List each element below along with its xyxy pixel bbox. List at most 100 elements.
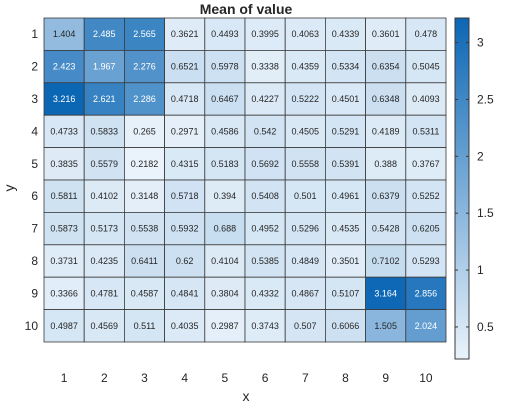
heatmap-cell xyxy=(124,82,166,116)
cell-value-label: 0.3601 xyxy=(372,29,400,39)
cell-value-label: 0.3338 xyxy=(251,62,279,72)
x-axis-label: x xyxy=(243,388,250,404)
cell-value-label: 0.5222 xyxy=(292,94,320,104)
heatmap-cell xyxy=(284,147,326,181)
cell-value-label: 0.5385 xyxy=(251,256,279,266)
cell-value-label: 0.4781 xyxy=(91,288,119,298)
cell-value-label: 0.4035 xyxy=(171,321,199,331)
heatmap-cell xyxy=(405,244,447,278)
heatmap-cell xyxy=(324,309,366,343)
cell-value-label: 0.688 xyxy=(214,224,237,234)
cell-value-label: 0.6411 xyxy=(131,256,158,266)
x-tick-label: 1 xyxy=(61,371,68,385)
x-tick-label: 5 xyxy=(222,371,229,385)
cell-value-label: 0.4493 xyxy=(211,29,239,39)
cell-value-label: 0.5978 xyxy=(211,62,239,72)
heatmap-cell xyxy=(324,17,366,51)
cell-value-label: 2.276 xyxy=(133,62,156,72)
heatmap-cell xyxy=(284,276,326,311)
heatmap-cell xyxy=(365,147,407,181)
heatmap-cell xyxy=(244,114,286,148)
cell-value-label: 3.216 xyxy=(53,94,76,104)
heatmap-cell xyxy=(204,244,246,278)
cell-value-label: 0.3804 xyxy=(211,288,239,298)
cell-value-label: 0.511 xyxy=(134,321,156,331)
heatmap-cell xyxy=(43,179,85,213)
colorbar-tick-label: 2.5 xyxy=(477,92,494,106)
heatmap-cell xyxy=(43,276,85,311)
cell-value-label: 0.5291 xyxy=(332,126,360,136)
cell-value-label: 0.4501 xyxy=(332,94,360,104)
cell-value-label: 0.4849 xyxy=(292,256,320,266)
cell-value-label: 0.5293 xyxy=(412,256,440,266)
colorbar xyxy=(454,17,470,360)
heatmap-cell xyxy=(204,276,246,311)
cell-value-label: 0.4104 xyxy=(211,256,239,266)
cell-value-label: 0.5334 xyxy=(332,62,360,72)
y-tick-label: 1 xyxy=(31,27,38,41)
cell-value-label: 0.5045 xyxy=(412,62,440,72)
cell-value-label: 0.4339 xyxy=(332,29,360,39)
heatmap-cell xyxy=(83,17,125,51)
cell-value-label: 0.4718 xyxy=(171,94,199,104)
heatmap-cell xyxy=(365,211,407,246)
cell-value-label: 0.501 xyxy=(294,191,317,201)
x-tick-label: 6 xyxy=(262,371,269,385)
cell-value-label: 0.6467 xyxy=(211,94,239,104)
cell-value-label: 0.3835 xyxy=(50,159,78,169)
heatmap-cell xyxy=(284,211,326,246)
heatmap-cell xyxy=(284,309,326,343)
cell-value-label: 0.62 xyxy=(176,256,194,266)
cell-value-label: 0.3366 xyxy=(50,288,78,298)
cell-value-label: 1.404 xyxy=(53,29,76,39)
x-tick-label: 8 xyxy=(342,371,349,385)
y-axis-label: y xyxy=(1,185,17,192)
cell-value-label: 0.5932 xyxy=(171,224,199,234)
heatmap-cells: 1.404 2.485 2.565 0.3621 0.4493 0.3995 0.4063 0… xyxy=(43,17,447,343)
heatmap-cell xyxy=(164,179,206,213)
cell-value-label: 0.3995 xyxy=(251,29,279,39)
heatmap-cell xyxy=(244,50,286,84)
y-tick-label: 5 xyxy=(31,157,38,171)
y-tick-label: 7 xyxy=(31,222,38,236)
cell-value-label: 0.4841 xyxy=(171,288,199,298)
cell-value-label: 0.2971 xyxy=(171,126,199,136)
cell-value-label: 0.6379 xyxy=(372,191,400,201)
x-tick-label: 7 xyxy=(302,371,309,385)
heatmap-cell xyxy=(83,309,125,343)
cell-value-label: 0.5833 xyxy=(91,126,119,136)
colorbar-tick-label: 1.5 xyxy=(477,206,494,220)
y-tick-label: 4 xyxy=(31,124,38,138)
cell-value-label: 0.2987 xyxy=(211,321,239,331)
heatmap-cell xyxy=(405,211,447,246)
heatmap-cell xyxy=(324,276,366,311)
cell-value-label: 0.7102 xyxy=(372,256,400,266)
heatmap-cell xyxy=(405,147,447,181)
cell-value-label: 0.394 xyxy=(214,191,237,201)
heatmap-cell xyxy=(365,244,407,278)
cell-value-label: 0.3501 xyxy=(332,256,360,266)
cell-value-label: 2.856 xyxy=(415,288,438,298)
cell-value-label: 0.5538 xyxy=(131,224,159,234)
heatmap-cell xyxy=(124,147,166,181)
cell-value-label: 0.4569 xyxy=(91,321,119,331)
cell-value-label: 0.2182 xyxy=(131,159,159,169)
cell-value-label: 0.4189 xyxy=(372,126,400,136)
colorbar-tick-label: 1 xyxy=(477,263,484,277)
heatmap-cell xyxy=(365,114,407,148)
heatmap-cell xyxy=(83,82,125,116)
cell-value-label: 0.4505 xyxy=(292,126,320,136)
cell-value-label: 0.3731 xyxy=(50,256,78,266)
cell-value-label: 0.6354 xyxy=(372,62,400,72)
cell-value-label: 0.5311 xyxy=(412,126,439,136)
heatmap-cell xyxy=(365,276,407,311)
cell-value-label: 0.3767 xyxy=(412,159,440,169)
y-tick-label: 6 xyxy=(31,189,38,203)
cell-value-label: 0.4093 xyxy=(412,94,440,104)
cell-value-label: 1.505 xyxy=(374,321,397,331)
cell-value-label: 0.5692 xyxy=(251,159,279,169)
cell-value-label: 0.5408 xyxy=(251,191,279,201)
cell-value-label: 0.4733 xyxy=(50,126,78,136)
cell-value-label: 3.164 xyxy=(374,288,397,298)
